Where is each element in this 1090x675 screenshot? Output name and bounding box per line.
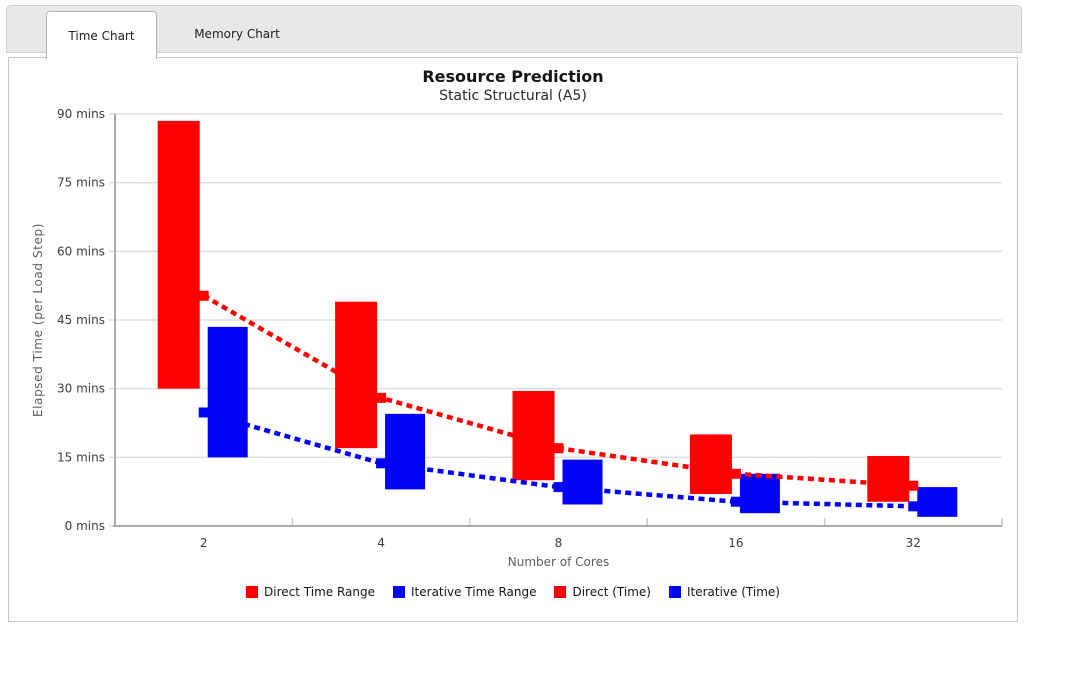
tab-strip: Time Chart Memory Chart <box>6 5 1022 59</box>
legend-swatch-red <box>554 586 567 598</box>
range-bar <box>385 413 426 490</box>
series-marker <box>376 392 387 403</box>
series-marker <box>908 501 919 512</box>
legend-item-iterative-time: Iterative (Time) <box>668 585 780 599</box>
legend-label: Direct (Time) <box>572 585 651 599</box>
tab-memory-chart[interactable]: Memory Chart <box>157 13 317 55</box>
x-axis-title: Number of Cores <box>507 555 610 569</box>
range-bar <box>562 459 603 505</box>
range-bar <box>917 487 958 517</box>
range-bar <box>157 120 200 389</box>
legend-label: Iterative (Time) <box>686 585 780 599</box>
legend-item-iterative-time-range: Iterative Time Range <box>393 585 536 599</box>
legend-swatch-red <box>246 586 259 598</box>
y-tick-label: 90 mins <box>57 107 105 121</box>
legend-swatch-blue <box>393 586 406 598</box>
y-tick-label: 30 mins <box>57 382 105 396</box>
series-marker <box>553 443 564 454</box>
range-bar <box>739 473 780 514</box>
legend-item-direct-time: Direct (Time) <box>554 585 651 599</box>
y-axis-title: Elapsed Time (per Load Step) <box>31 223 45 417</box>
chart-plot-area: 0 mins 15 mins 30 mins 45 mins 60 mins 75 min… <box>57 107 1003 550</box>
range-bar <box>689 434 732 494</box>
series-marker <box>908 480 919 491</box>
chart-title: Resource Prediction <box>422 67 604 86</box>
x-category-label: 32 <box>906 536 921 550</box>
y-tick-label: 0 mins <box>65 519 105 533</box>
series-marker <box>198 407 209 418</box>
legend-item-direct-time-range: Direct Time Range <box>246 585 375 599</box>
y-tick-label: 75 mins <box>57 176 105 190</box>
tab-memory-chart-label: Memory Chart <box>194 27 280 41</box>
chart-legend: Direct Time Range Iterative Time Range D… <box>9 585 1017 599</box>
y-tick-label: 15 mins <box>57 450 105 464</box>
tab-time-chart[interactable]: Time Chart <box>46 11 157 59</box>
x-category-label: 4 <box>377 536 385 550</box>
series-marker <box>553 482 564 493</box>
chart-subtitle: Static Structural (A5) <box>439 88 587 104</box>
range-bar <box>867 455 910 502</box>
series-line <box>203 410 914 509</box>
legend-swatch-blue <box>668 586 681 598</box>
legend-label: Direct Time Range <box>264 585 376 599</box>
x-category-label: 16 <box>728 536 743 550</box>
range-bar <box>207 326 248 458</box>
x-category-label: 2 <box>200 536 208 550</box>
x-category-label: 8 <box>555 536 563 550</box>
y-tick-label: 45 mins <box>57 313 105 327</box>
series-marker <box>198 290 209 301</box>
chart-panel: 0 mins 15 mins 30 mins 45 mins 60 mins 75 min… <box>8 57 1018 622</box>
series-marker <box>376 458 387 469</box>
y-tick-label: 60 mins <box>57 244 105 258</box>
tab-time-chart-label: Time Chart <box>68 28 135 43</box>
series-marker <box>730 468 741 479</box>
series-marker <box>730 496 741 507</box>
legend-label: Iterative Time Range <box>411 585 537 599</box>
